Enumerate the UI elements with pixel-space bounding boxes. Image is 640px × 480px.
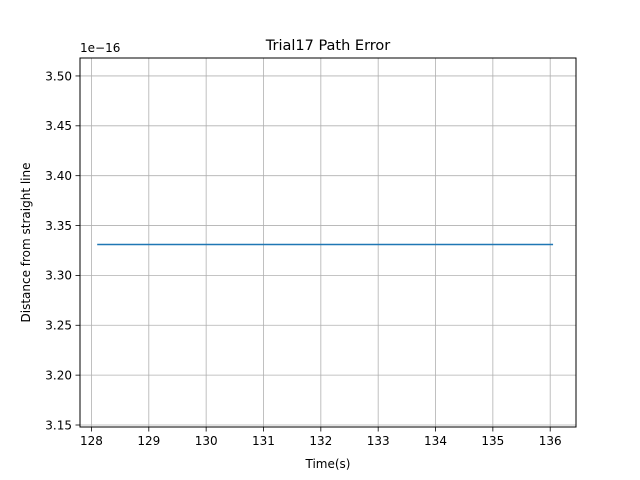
y-axis-offset-label: 1e−16 [80, 41, 120, 55]
y-tick-label: 3.50 [45, 69, 72, 83]
y-axis-label: Distance from straight line [19, 162, 33, 322]
x-tick-label: 131 [252, 434, 275, 448]
x-axis-label: Time(s) [305, 457, 351, 471]
y-tick-label: 3.20 [45, 368, 72, 382]
x-tick-label: 134 [424, 434, 447, 448]
x-tick-label: 130 [195, 434, 218, 448]
grid-lines [80, 58, 576, 427]
x-tick-label: 133 [367, 434, 390, 448]
x-tick-label: 135 [481, 434, 504, 448]
y-tick-label: 3.30 [45, 269, 72, 283]
y-tick-label: 3.35 [45, 219, 72, 233]
plot-area-frame [79, 57, 577, 428]
x-tick-label: 128 [80, 434, 103, 448]
chart-title: Trial17 Path Error [265, 38, 391, 54]
x-tick-label: 136 [539, 434, 562, 448]
y-tick-label: 3.40 [45, 169, 72, 183]
y-tick-label: 3.15 [45, 418, 72, 432]
x-tick-label: 132 [309, 434, 332, 448]
x-axis-ticks: 128 129 130 131 132 133 134 135 136 [80, 427, 562, 448]
y-axis-ticks: 3.15 3.20 3.25 3.30 3.35 3.40 3.45 3.50 [45, 69, 80, 432]
y-tick-label: 3.45 [45, 119, 72, 133]
x-tick-label: 129 [137, 434, 160, 448]
y-tick-label: 3.25 [45, 319, 72, 333]
